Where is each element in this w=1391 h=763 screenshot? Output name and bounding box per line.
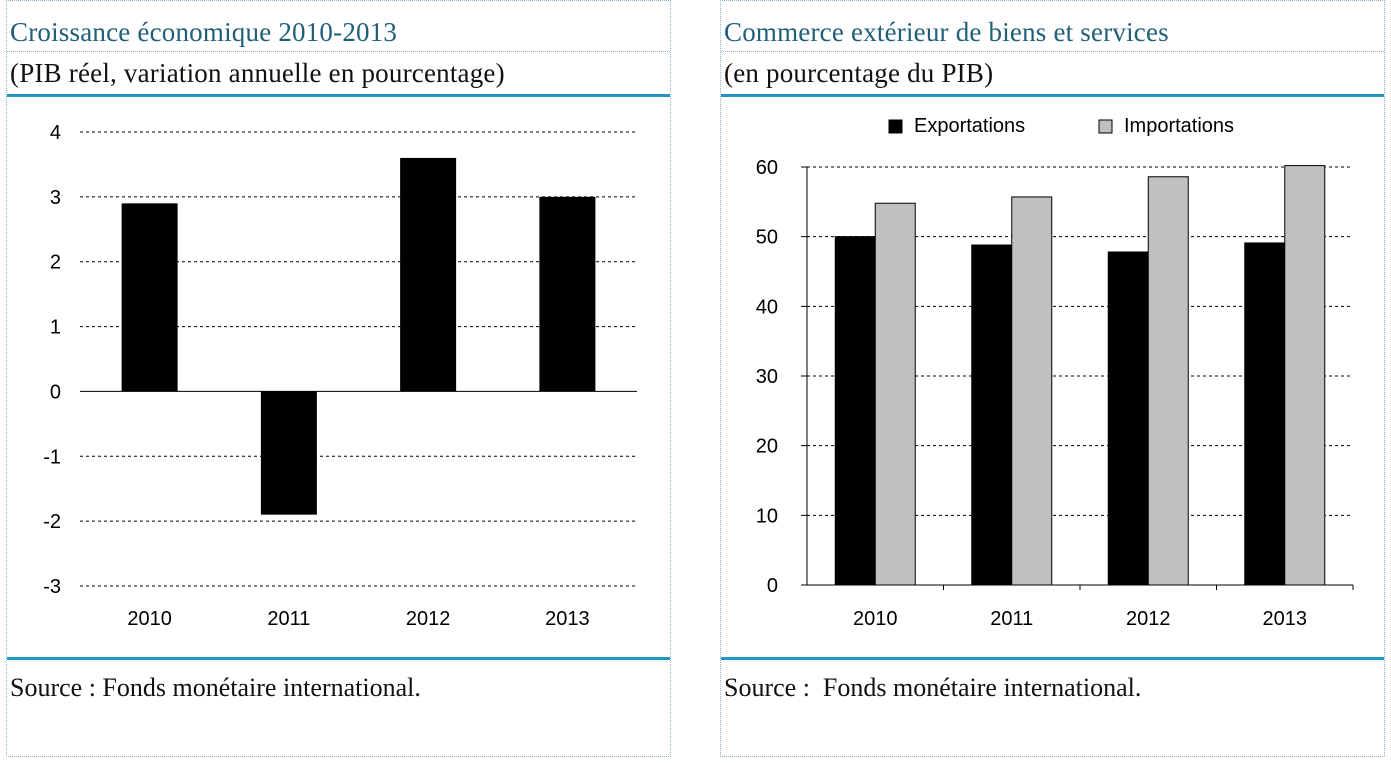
y-tick-label: 10 bbox=[756, 505, 778, 527]
y-tick-label: 20 bbox=[756, 436, 778, 458]
y-tick-label: 1 bbox=[50, 317, 61, 339]
growth-bottom-rule bbox=[7, 657, 670, 660]
x-tick-label: 2010 bbox=[127, 608, 172, 630]
legend-label-exportations: Exportations bbox=[914, 115, 1025, 137]
y-tick-label: 0 bbox=[767, 575, 778, 597]
growth-top-rule bbox=[7, 94, 670, 97]
y-tick-label: -1 bbox=[43, 446, 61, 468]
bar-2011 bbox=[260, 391, 317, 515]
growth-source: Source : Fonds monétaire international. bbox=[10, 673, 421, 702]
bar-exportations-2011 bbox=[971, 244, 1013, 586]
bar-exportations-2013 bbox=[1244, 242, 1286, 586]
trade-source: Source : Fonds monétaire international. bbox=[724, 673, 1142, 702]
y-tick-label: 4 bbox=[50, 122, 61, 144]
x-tick-label: 2012 bbox=[406, 608, 451, 630]
y-tick-label: 50 bbox=[756, 227, 778, 249]
bar-exportations-2010 bbox=[834, 236, 876, 586]
y-tick-label: 60 bbox=[756, 157, 778, 179]
y-tick-label: 2 bbox=[50, 252, 61, 274]
bar-2012 bbox=[400, 157, 457, 392]
x-tick-label: 2010 bbox=[853, 608, 898, 630]
growth-subtitle: (PIB réel, variation annuelle en pourcen… bbox=[10, 58, 505, 88]
y-tick-label: -2 bbox=[43, 511, 61, 533]
growth-chart: 4 3 2 1 0 -1 -2 -3 2010 2011 2012 2013 bbox=[43, 122, 637, 630]
bar-importations-2012 bbox=[1147, 176, 1189, 586]
y-tick-label: 0 bbox=[50, 381, 61, 403]
trade-bottom-rule bbox=[721, 657, 1384, 660]
y-tick-label: 30 bbox=[756, 366, 778, 388]
x-tick-label: 2013 bbox=[1263, 608, 1308, 630]
growth-title: Croissance économique 2010-2013 bbox=[7, 12, 670, 52]
x-tick-label: 2011 bbox=[990, 608, 1033, 630]
legend-swatch-exportations bbox=[888, 119, 903, 134]
bar-2010 bbox=[121, 203, 178, 392]
trade-top-rule bbox=[721, 94, 1384, 97]
bar-importations-2013 bbox=[1284, 165, 1326, 586]
legend-swatch-importations bbox=[1098, 119, 1113, 134]
y-tick-label: -3 bbox=[43, 576, 61, 598]
x-tick-label: 2013 bbox=[545, 608, 590, 630]
bar-importations-2010 bbox=[874, 202, 916, 586]
y-tick-label: 40 bbox=[756, 296, 778, 318]
bar-2013 bbox=[539, 196, 596, 392]
trade-subtitle: (en pourcentage du PIB) bbox=[724, 58, 994, 88]
bar-exportations-2012 bbox=[1107, 251, 1149, 586]
legend-label-importations: Importations bbox=[1124, 115, 1234, 137]
growth-panel: Croissance économique 2010-2013 (PIB rée… bbox=[6, 0, 671, 757]
bar-importations-2011 bbox=[1011, 196, 1053, 586]
trade-title: Commerce extérieur de biens et services bbox=[721, 12, 1384, 52]
y-tick-label: 3 bbox=[50, 187, 61, 209]
x-tick-label: 2012 bbox=[1126, 608, 1171, 630]
x-tick-label: 2011 bbox=[267, 608, 310, 630]
trade-panel: Commerce extérieur de biens et services … bbox=[720, 0, 1385, 757]
